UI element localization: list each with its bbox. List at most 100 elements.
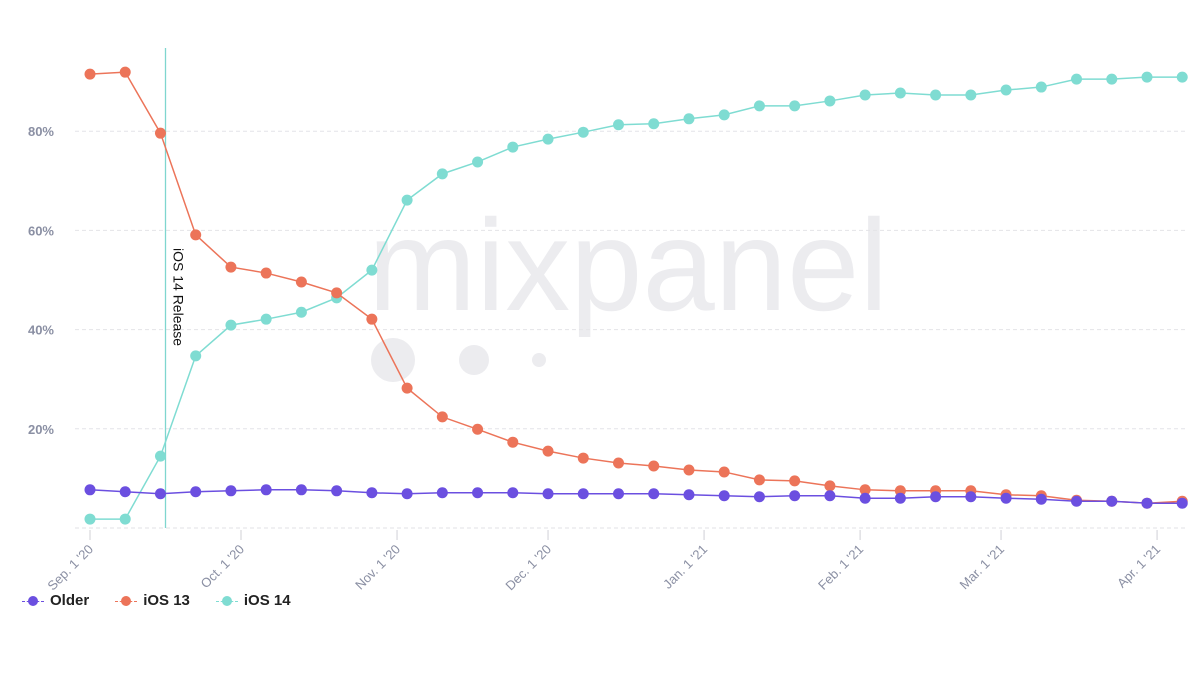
data-point-ios-14 [894,87,906,99]
data-point-older [789,490,801,502]
release-marker-label: iOS 14 Release [171,248,187,346]
data-point-ios-13 [366,313,378,325]
series-line-ios-13 [89,71,1183,504]
data-point-ios-13 [295,276,307,288]
data-point-ios-13 [507,436,519,448]
data-point-older [507,487,519,499]
data-point-older [683,489,695,501]
data-point-ios-14 [366,264,378,276]
data-point-older [824,490,836,502]
legend-item-older[interactable]: Older [22,592,89,609]
data-point-ios-14 [613,119,624,131]
legend: Older iOS 13 iOS 14 [22,592,291,609]
y-tick-label: 40% [28,323,54,338]
legend-marker-icon [215,595,238,607]
data-point-ios-14 [753,100,765,112]
data-point-older [260,484,272,496]
data-point-older [84,484,96,496]
data-point-ios-14 [1035,81,1047,93]
data-point-ios-13 [225,261,237,273]
data-point-ios-14 [401,194,413,206]
x-tick-label: Sep. 1 '20 [44,542,96,594]
x-tick-label: Apr. 1 '21 [1114,542,1163,591]
data-point-ios-14 [295,306,307,318]
series-ios-14 [84,71,1188,525]
data-point-ios-13 [190,229,202,241]
data-point-ios-13 [154,127,166,139]
data-point-older [472,487,484,499]
mixpanel-watermark: mixpanel [368,192,888,382]
data-point-older [1000,492,1012,504]
data-point-ios-14 [1000,84,1012,96]
data-point-ios-14 [84,513,96,525]
data-point-older [366,487,378,499]
svg-text:mixpanel: mixpanel [368,192,888,338]
data-point-ios-14 [965,89,977,101]
data-point-ios-13 [331,287,343,299]
data-point-ios-13 [683,464,695,476]
x-tick-label: Nov. 1 '20 [352,542,403,593]
legend-label: iOS 14 [243,592,291,609]
data-point-older [1176,497,1188,509]
data-point-older [753,491,765,503]
data-point-ios-13 [119,66,131,78]
x-tick-label: Dec. 1 '20 [502,542,554,594]
data-point-ios-13 [789,475,801,487]
data-point-older [613,488,624,500]
data-point-ios-14 [154,450,166,462]
data-point-ios-14 [1176,71,1188,83]
data-point-ios-14 [472,156,484,168]
x-tick-label: Oct. 1 '20 [197,542,247,592]
data-point-ios-14 [190,350,202,362]
data-point-ios-13 [472,423,484,435]
data-point-ios-13 [613,457,624,469]
data-point-ios-14 [260,313,272,325]
x-tick-label: Feb. 1 '21 [815,542,866,593]
data-point-ios-14 [436,168,448,180]
data-point-older [401,488,413,500]
data-point-older [190,486,202,498]
data-point-ios-14 [507,141,519,153]
data-point-ios-14 [119,513,131,525]
legend-item-ios-14[interactable]: iOS 14 [215,592,291,609]
data-point-older [119,486,131,498]
data-point-ios-14 [718,109,730,121]
data-point-ios-14 [683,113,695,125]
legend-item-ios-13[interactable]: iOS 13 [115,592,190,609]
data-point-ios-13 [401,382,413,394]
data-point-older [718,490,730,502]
data-point-ios-14 [542,133,554,145]
data-point-ios-13 [542,445,554,457]
data-point-older [154,488,166,500]
data-point-older [930,491,942,503]
data-point-ios-13 [577,452,589,464]
legend-marker-icon [22,595,44,607]
data-point-older [648,488,660,500]
data-point-ios-14 [824,95,836,107]
legend-label: Older [50,592,90,609]
data-point-ios-13 [824,480,836,492]
data-point-older [542,488,554,500]
data-point-ios-14 [1106,73,1118,85]
series-line-older [89,489,1183,504]
data-point-older [1035,493,1047,505]
y-tick-label: 20% [28,422,54,437]
data-point-ios-14 [859,89,871,101]
data-point-older [331,485,343,497]
y-tick-label: 80% [28,124,54,139]
data-point-ios-14 [225,319,237,331]
y-tick-label: 60% [28,223,54,238]
data-point-ios-14 [789,100,801,112]
legend-marker-icon [115,595,138,607]
data-point-ios-13 [260,267,272,279]
data-point-ios-14 [1071,73,1083,85]
data-point-older [1141,497,1153,509]
data-point-ios-13 [718,466,730,478]
data-point-older [894,492,906,504]
data-point-ios-13 [859,484,871,496]
x-tick-label: Mar. 1 '21 [956,542,1007,593]
data-point-ios-13 [753,474,765,486]
data-point-ios-14 [577,126,589,138]
data-point-ios-13 [436,411,448,423]
